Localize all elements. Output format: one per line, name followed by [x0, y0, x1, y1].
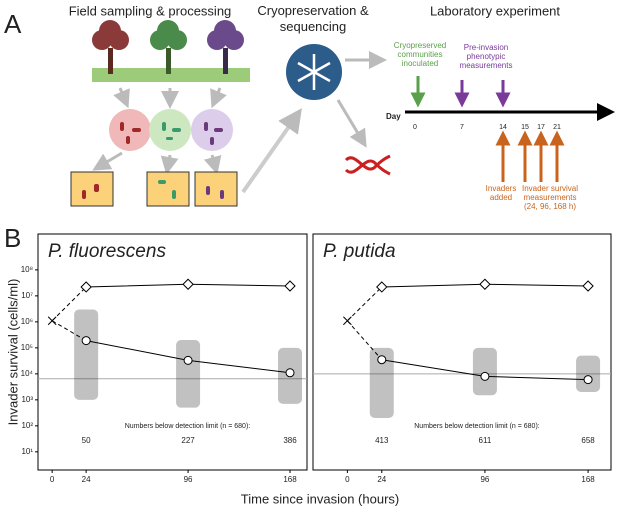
point-cloud	[576, 355, 601, 393]
x-tick-label: 24	[377, 475, 386, 484]
inoculated-note: Cryopreserved communities inoculated	[394, 41, 446, 68]
y-tick-label: 10¹	[21, 447, 33, 456]
cultures	[109, 109, 233, 151]
marker	[583, 375, 593, 385]
marker	[80, 281, 92, 293]
snowflake	[286, 44, 342, 100]
pre-invasion-note: Pre-invasion phenotypic measurements	[460, 43, 513, 70]
y-tick-label: 10⁶	[21, 317, 33, 326]
below-limit-count: 413	[375, 436, 389, 445]
x-tick-label: 96	[480, 475, 489, 484]
y-tick-label: 10³	[21, 395, 33, 404]
y-tick-label: 10⁴	[21, 369, 34, 378]
day-label: 0	[413, 124, 417, 131]
below-limit-label: Numbers below detection limit (n = 680):	[414, 423, 540, 430]
x-tick-label: 168	[581, 475, 595, 484]
x-tick-label: 96	[184, 475, 193, 484]
marker	[480, 371, 490, 381]
cryo-title: Cryopreservation & sequencing	[257, 3, 369, 34]
marker	[479, 278, 491, 290]
marker	[81, 336, 91, 346]
y-tick-label: 10⁸	[21, 265, 33, 274]
marker	[182, 278, 194, 290]
lab-title: Laboratory experiment	[430, 3, 560, 18]
below-limit-count: 386	[283, 436, 297, 445]
inoculum-link	[347, 286, 383, 322]
field-title: Field sampling & processing	[69, 3, 232, 18]
point-cloud	[472, 347, 497, 396]
inoculum-marker	[343, 316, 352, 326]
orange-arrows	[495, 130, 565, 182]
day-label: 21	[553, 124, 561, 131]
point-cloud	[74, 309, 99, 400]
inoculum-marker	[47, 316, 57, 326]
below-limit-count: 227	[181, 436, 195, 445]
day-label: 14	[499, 124, 507, 131]
day-label: Day	[386, 112, 401, 121]
process-arrows	[92, 87, 227, 175]
chart-title: P. fluorescens	[48, 241, 166, 262]
x-tick-label: 24	[82, 475, 91, 484]
marker	[284, 280, 296, 292]
day-label: 17	[537, 124, 545, 131]
below-limit-label: Numbers below detection limit (n = 680):	[125, 423, 251, 430]
marker	[376, 281, 388, 293]
marker	[377, 355, 387, 365]
below-limit-count: 658	[581, 436, 595, 445]
marker	[285, 368, 295, 378]
day-label: 15	[521, 124, 529, 131]
inoculum-link	[51, 286, 87, 322]
trees	[92, 20, 250, 82]
x-axis-label: Time since invasion (hours)	[241, 491, 399, 506]
point-cloud	[369, 347, 394, 419]
y-tick-label: 10⁵	[21, 343, 33, 352]
day-labels: 0 7 14 15 17 21	[413, 124, 561, 131]
below-limit-count: 611	[479, 436, 492, 445]
panel-label: B	[4, 223, 21, 253]
chart-title: P. putida	[323, 241, 396, 262]
survival-note: Invader survival measurements (24, 96, 168…	[522, 184, 578, 211]
x-tick-label: 0	[345, 475, 350, 484]
invaders-note: Invaders added	[486, 184, 517, 202]
marker	[582, 280, 594, 292]
marker	[183, 355, 193, 365]
plot-frame	[312, 233, 612, 471]
inoculum-link	[347, 320, 383, 361]
arrow	[336, 99, 367, 148]
y-axis-label: Invader survival (cells/ml)	[5, 279, 20, 426]
dna	[344, 154, 391, 176]
y-tick-label: 10²	[21, 421, 33, 430]
arrow	[241, 108, 302, 194]
day-label: 7	[460, 124, 464, 131]
below-limit-count: 50	[82, 436, 91, 445]
x-tick-label: 168	[283, 475, 297, 484]
y-tick-label: 10⁷	[21, 291, 33, 300]
point-cloud	[176, 340, 201, 408]
panel-label: A	[4, 9, 22, 39]
plot-frame	[37, 233, 308, 471]
x-tick-label: 0	[50, 475, 55, 484]
beakers	[70, 171, 238, 207]
